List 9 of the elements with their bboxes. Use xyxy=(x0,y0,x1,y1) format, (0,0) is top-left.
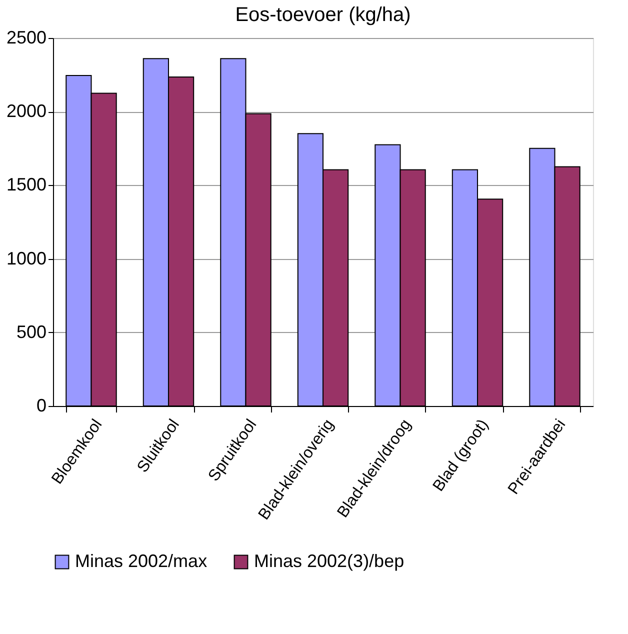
y-tick-label: 2000 xyxy=(6,101,46,122)
y-tick-label: 2500 xyxy=(6,28,46,48)
chart-title: Eos-toevoer (kg/ha) xyxy=(235,4,411,26)
y-tick-label: 1500 xyxy=(6,174,46,195)
y-tick-label: 500 xyxy=(16,322,46,342)
y-tick-label: 1000 xyxy=(6,248,46,268)
legend-label: Minas 2002/max xyxy=(75,551,208,571)
legend-label: Minas 2002(3)/bep xyxy=(254,551,404,571)
y-tick-label: 0 xyxy=(36,396,46,416)
